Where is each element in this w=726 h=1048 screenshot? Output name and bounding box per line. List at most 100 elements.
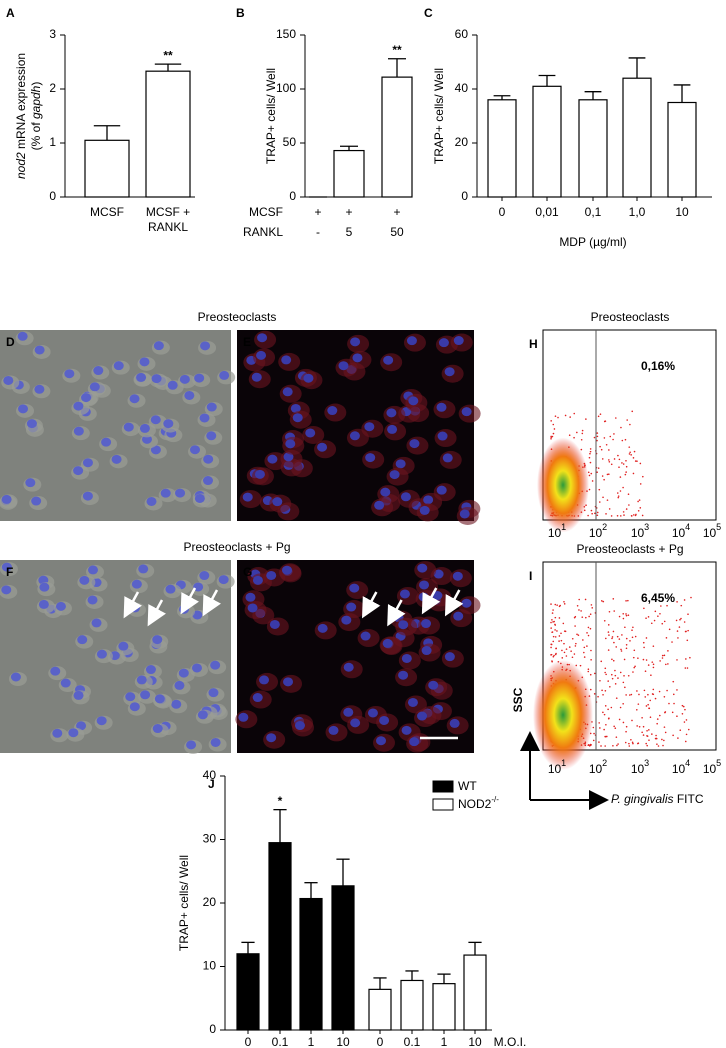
text-part: mRNA expression: [14, 53, 28, 152]
event: [630, 454, 632, 456]
event: [589, 688, 592, 691]
event: [663, 739, 665, 742]
nucleus: [281, 355, 292, 365]
x-tick-label: 105: [703, 522, 721, 540]
event: [638, 725, 641, 728]
event: [622, 486, 624, 489]
event: [587, 670, 590, 673]
event: [645, 637, 648, 639]
nucleus: [152, 724, 163, 734]
nucleus: [197, 710, 208, 720]
event: [645, 617, 647, 619]
text-part: nod2: [14, 152, 28, 179]
bar: [400, 979, 424, 1031]
event: [615, 646, 618, 648]
event: [687, 629, 689, 632]
event: [563, 601, 565, 603]
bar: [368, 988, 392, 1031]
event: [618, 458, 621, 461]
event: [578, 609, 580, 611]
nucleus: [269, 619, 280, 629]
event: [573, 412, 576, 415]
x-tick-label: 10: [336, 1035, 350, 1048]
nucleus: [129, 702, 140, 712]
event: [657, 745, 660, 747]
nucleus: [113, 361, 124, 371]
nucleus: [79, 575, 90, 585]
event: [583, 656, 586, 658]
event: [580, 448, 583, 451]
event: [551, 612, 554, 614]
event: [580, 438, 583, 441]
event: [636, 742, 639, 745]
nucleus: [436, 402, 447, 412]
event: [682, 705, 685, 708]
nucleus: [60, 678, 71, 688]
event: [613, 610, 616, 612]
micrograph: [0, 560, 235, 754]
event: [589, 461, 592, 464]
event: [645, 659, 648, 661]
nucleus: [52, 728, 63, 738]
event: [586, 632, 588, 634]
event: [627, 599, 629, 602]
event: [626, 419, 628, 421]
nucleus: [50, 666, 61, 676]
bar: [381, 76, 413, 198]
event: [629, 451, 631, 454]
event: [594, 512, 596, 515]
y-axis-label: (% of gapdh): [29, 82, 43, 151]
event: [553, 654, 555, 657]
bar: [432, 983, 456, 1031]
nucleus: [282, 387, 293, 397]
bar: [268, 842, 292, 1031]
nucleus: [210, 660, 221, 670]
event: [652, 645, 655, 647]
event: [681, 713, 684, 715]
event: [661, 738, 663, 741]
event: [551, 660, 553, 662]
nucleus: [374, 500, 385, 510]
bar: [236, 953, 260, 1031]
flow-title: Preosteoclasts + Pg: [576, 542, 683, 556]
event: [551, 435, 554, 438]
event: [550, 646, 552, 649]
event: [685, 719, 688, 721]
event: [639, 462, 642, 465]
nucleus: [349, 431, 360, 441]
x-tick-label: 102: [589, 758, 607, 776]
nucleus: [26, 419, 37, 429]
nucleus: [283, 677, 294, 687]
error-bar: [628, 57, 646, 79]
event: [636, 460, 638, 462]
tick-base: 10: [631, 762, 645, 776]
event: [597, 467, 600, 469]
event: [685, 658, 687, 660]
y-axis-label: TRAP+ cells/ Well: [432, 68, 446, 164]
event: [561, 657, 564, 659]
event: [601, 689, 603, 692]
event: [648, 729, 650, 731]
error-bar: [154, 63, 182, 72]
event: [616, 492, 619, 494]
error-bar: [468, 941, 482, 956]
event: [680, 604, 683, 607]
event: [560, 639, 563, 642]
event: [585, 616, 587, 619]
y-tick-label: 3: [49, 27, 56, 41]
text-part: gapdh: [29, 85, 43, 119]
event: [632, 626, 634, 629]
event: [625, 614, 628, 617]
event: [646, 744, 648, 747]
nucleus: [290, 403, 301, 413]
event: [623, 674, 625, 677]
nucleus: [382, 638, 393, 648]
y-tick-label: 100: [276, 81, 296, 95]
nucleus: [163, 419, 174, 429]
event: [607, 649, 610, 651]
nucleus: [437, 431, 448, 441]
event: [552, 640, 555, 643]
event: [603, 478, 605, 481]
event: [634, 514, 637, 517]
event: [679, 618, 681, 621]
